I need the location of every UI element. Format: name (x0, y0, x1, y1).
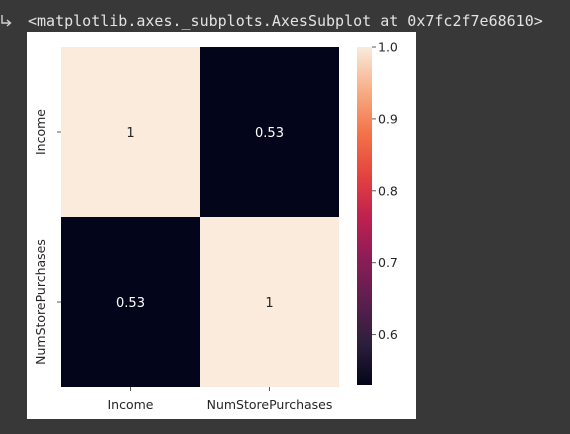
heatmap-figure: 1 0.53 0.53 1 Income NumStorePurchases Incom… (27, 32, 416, 419)
y-axis-ticks: Income NumStorePurchases (33, 109, 61, 365)
output-arrow-icon (0, 14, 14, 30)
y-tick-label: Income (33, 109, 48, 155)
heatmap-cell-label: 0.53 (116, 296, 145, 311)
colorbar-tick-label: 0.6 (378, 327, 398, 342)
y-tick-label: NumStorePurchases (33, 239, 48, 365)
heatmap-chart: 1 0.53 0.53 1 Income NumStorePurchases Incom… (27, 32, 416, 419)
heatmap-cell-label: 1 (265, 296, 273, 311)
x-tick-label: NumStorePurchases (207, 397, 333, 412)
colorbar-tick-label: 0.7 (378, 255, 398, 270)
colorbar-ticks: 1.0 0.9 0.8 0.7 0.6 (372, 40, 398, 343)
heatmap-cell-label: 0.53 (255, 126, 284, 141)
colorbar (357, 47, 372, 385)
output-repr-text: <matplotlib.axes._subplots.AxesSubplot a… (28, 12, 543, 30)
colorbar-tick-label: 0.8 (378, 183, 398, 198)
heatmap-cells (61, 47, 339, 387)
colorbar-tick-label: 1.0 (378, 40, 398, 55)
colorbar-tick-label: 0.9 (378, 111, 398, 126)
x-axis-ticks: Income NumStorePurchases (108, 387, 333, 412)
heatmap-cell-label: 1 (126, 126, 134, 141)
x-tick-label: Income (108, 397, 154, 412)
